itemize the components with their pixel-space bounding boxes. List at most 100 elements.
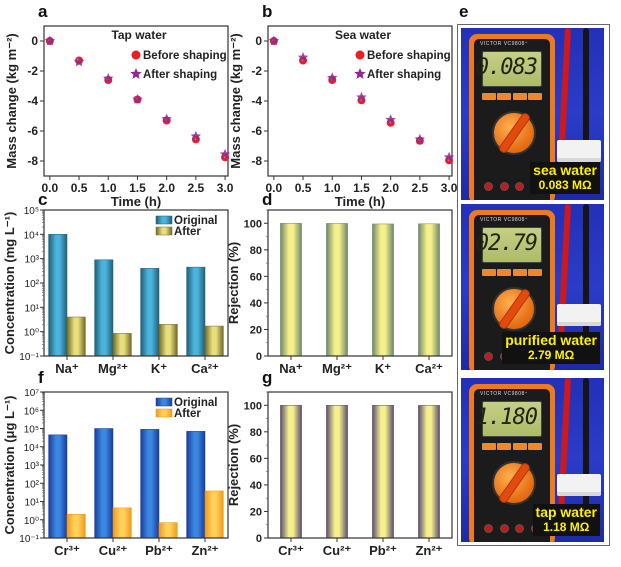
panel-letter-d: d (262, 190, 273, 209)
legend-swatch (155, 226, 173, 236)
data-point-after (132, 94, 143, 104)
bar-after (204, 490, 224, 539)
y-tick-label: 40 (250, 298, 262, 310)
data-point-after (190, 130, 202, 141)
x-axis-label: Time (h) (335, 194, 385, 209)
data-point-after (385, 114, 396, 125)
y-tick-label: -6 (251, 124, 262, 138)
y-tick-label: -4 (27, 94, 38, 108)
bar-after (158, 324, 178, 357)
x-tick-label: 1.5 (353, 181, 370, 195)
x-tick-label: 0.5 (295, 181, 312, 195)
x-tick-label: Cu²⁺ (99, 543, 128, 558)
y-tick-label: -8 (251, 154, 262, 168)
x-tick-label: 1.5 (129, 181, 146, 195)
meter-brand: VICTOR VC9808⁺ (480, 391, 528, 397)
multimeter: VICTOR VC9808⁺ 0.083 (469, 34, 555, 200)
data-point-after (443, 151, 455, 162)
y-tick-label: 20 (250, 506, 262, 518)
x-tick-label: Pb²⁺ (145, 543, 173, 558)
foam-sample (557, 140, 601, 162)
panel-letter-c: c (38, 190, 48, 209)
chart-d: 0 20 40 60 80 100 Na⁺ Mg²⁺ K⁺ Ca²⁺ Rejection (%) (226, 209, 453, 376)
y-tick-label: -8 (27, 154, 38, 168)
panel-letter-e: e (459, 2, 469, 21)
x-tick-label: 3.0 (217, 181, 234, 195)
y-tick-label: 60 (250, 271, 262, 283)
legend-label: Before shaping (367, 50, 451, 62)
bar-after (66, 514, 86, 539)
legend-label: Original (174, 397, 217, 409)
bar-rejection (326, 405, 348, 539)
x-tick-label: K⁺ (375, 361, 391, 376)
x-tick-label: Pb²⁺ (369, 543, 397, 558)
bar-rejection (372, 223, 394, 357)
x-tick-label: 2.0 (382, 181, 399, 195)
x-tick-label: Mg²⁺ (98, 361, 128, 376)
legend-marker-star (130, 68, 142, 79)
y-tick-label: 0 (256, 533, 262, 545)
y-tick-label: 100 (244, 218, 262, 230)
legend-label: After shaping (143, 69, 217, 81)
x-tick-label: Cr³⁺ (278, 543, 304, 558)
x-tick-label: 2.0 (158, 181, 175, 195)
y-tick-label: 80 (250, 427, 262, 439)
bar-original (48, 434, 68, 539)
legend-swatch (155, 397, 173, 407)
bar-original (186, 266, 206, 357)
meter-brand: VICTOR VC9808⁺ (480, 41, 528, 47)
x-tick-label: 2.5 (188, 181, 205, 195)
x-tick-label: Ca²⁺ (415, 361, 443, 376)
lcd-display: 1.180 (476, 401, 542, 437)
lcd-display: 02.79 (476, 227, 542, 263)
y-tick-label: 40 (250, 480, 262, 492)
data-point-after (161, 113, 172, 124)
panel-letter-b: b (262, 2, 273, 21)
bar-original (140, 268, 160, 357)
meter-buttons (482, 93, 542, 100)
y-tick-label: 10⁰ (24, 516, 39, 527)
y-tick-label: 10² (25, 479, 40, 490)
y-tick-label: 10⁻¹ (19, 352, 39, 363)
x-tick-label: Na⁺ (279, 361, 303, 376)
rotary-dial (492, 111, 536, 155)
chart-title: Tap water (111, 28, 166, 42)
chart-a: 0.0 0.5 1.0 1.5 2.0 2.5 3.0 0 -2 -4 -6 -8 Time (h) Ma… (4, 25, 234, 209)
panel-letter-a: a (38, 2, 48, 21)
legend-swatch (155, 215, 173, 225)
y-tick-label: -2 (27, 64, 38, 78)
photo-label: purified water 2.79 MΩ (502, 332, 600, 364)
bar-after (158, 522, 178, 539)
foam-sample (557, 474, 601, 496)
bar-rejection (372, 405, 394, 539)
x-tick-label: Cr³⁺ (54, 543, 80, 558)
panel-letter-g: g (262, 368, 273, 387)
chart-c: 10⁻¹ 10⁰ 10¹ 10² 10³ 10⁴ 10⁵ Na⁺ Mg²⁺ K⁺ Ca²⁺ Conce… (2, 206, 229, 376)
y-tick-label: 10⁴ (24, 230, 39, 241)
data-point-after (103, 73, 114, 83)
data-point-after (356, 91, 367, 102)
y-tick-label: 10⁷ (24, 388, 39, 399)
y-axis-label: Rejection (%) (226, 242, 241, 324)
x-tick-label: 0.5 (71, 181, 88, 195)
meter-buttons (482, 269, 542, 276)
legend-marker-star (354, 68, 366, 79)
y-tick-label: 10¹ (25, 303, 40, 314)
legend-marker-circle (355, 50, 365, 60)
y-axis-label: Concentration (mg L⁻¹) (2, 212, 17, 355)
data-point-after (219, 148, 231, 159)
photo-purified-water: VICTOR VC9808⁺ 02.79 purified water 2.79 … (461, 204, 604, 370)
legend-swatch (155, 408, 173, 418)
lcd-reading: 1.180 (475, 405, 538, 430)
x-tick-label: K⁺ (151, 361, 167, 376)
data-point-after (327, 72, 338, 83)
bar-original (186, 431, 206, 539)
bar-rejection (280, 405, 302, 539)
x-tick-label: Na⁺ (55, 361, 79, 376)
legend-label: After (174, 408, 201, 420)
x-axis-label: Time (h) (111, 194, 161, 209)
chart-g: 0 20 40 60 80 100 Cr³⁺ Cu²⁺ Pb²⁺ Zn²⁺ Rejection (%… (226, 391, 453, 558)
y-axis-label: Rejection (%) (226, 424, 241, 506)
y-tick-label: 10¹ (25, 498, 40, 509)
